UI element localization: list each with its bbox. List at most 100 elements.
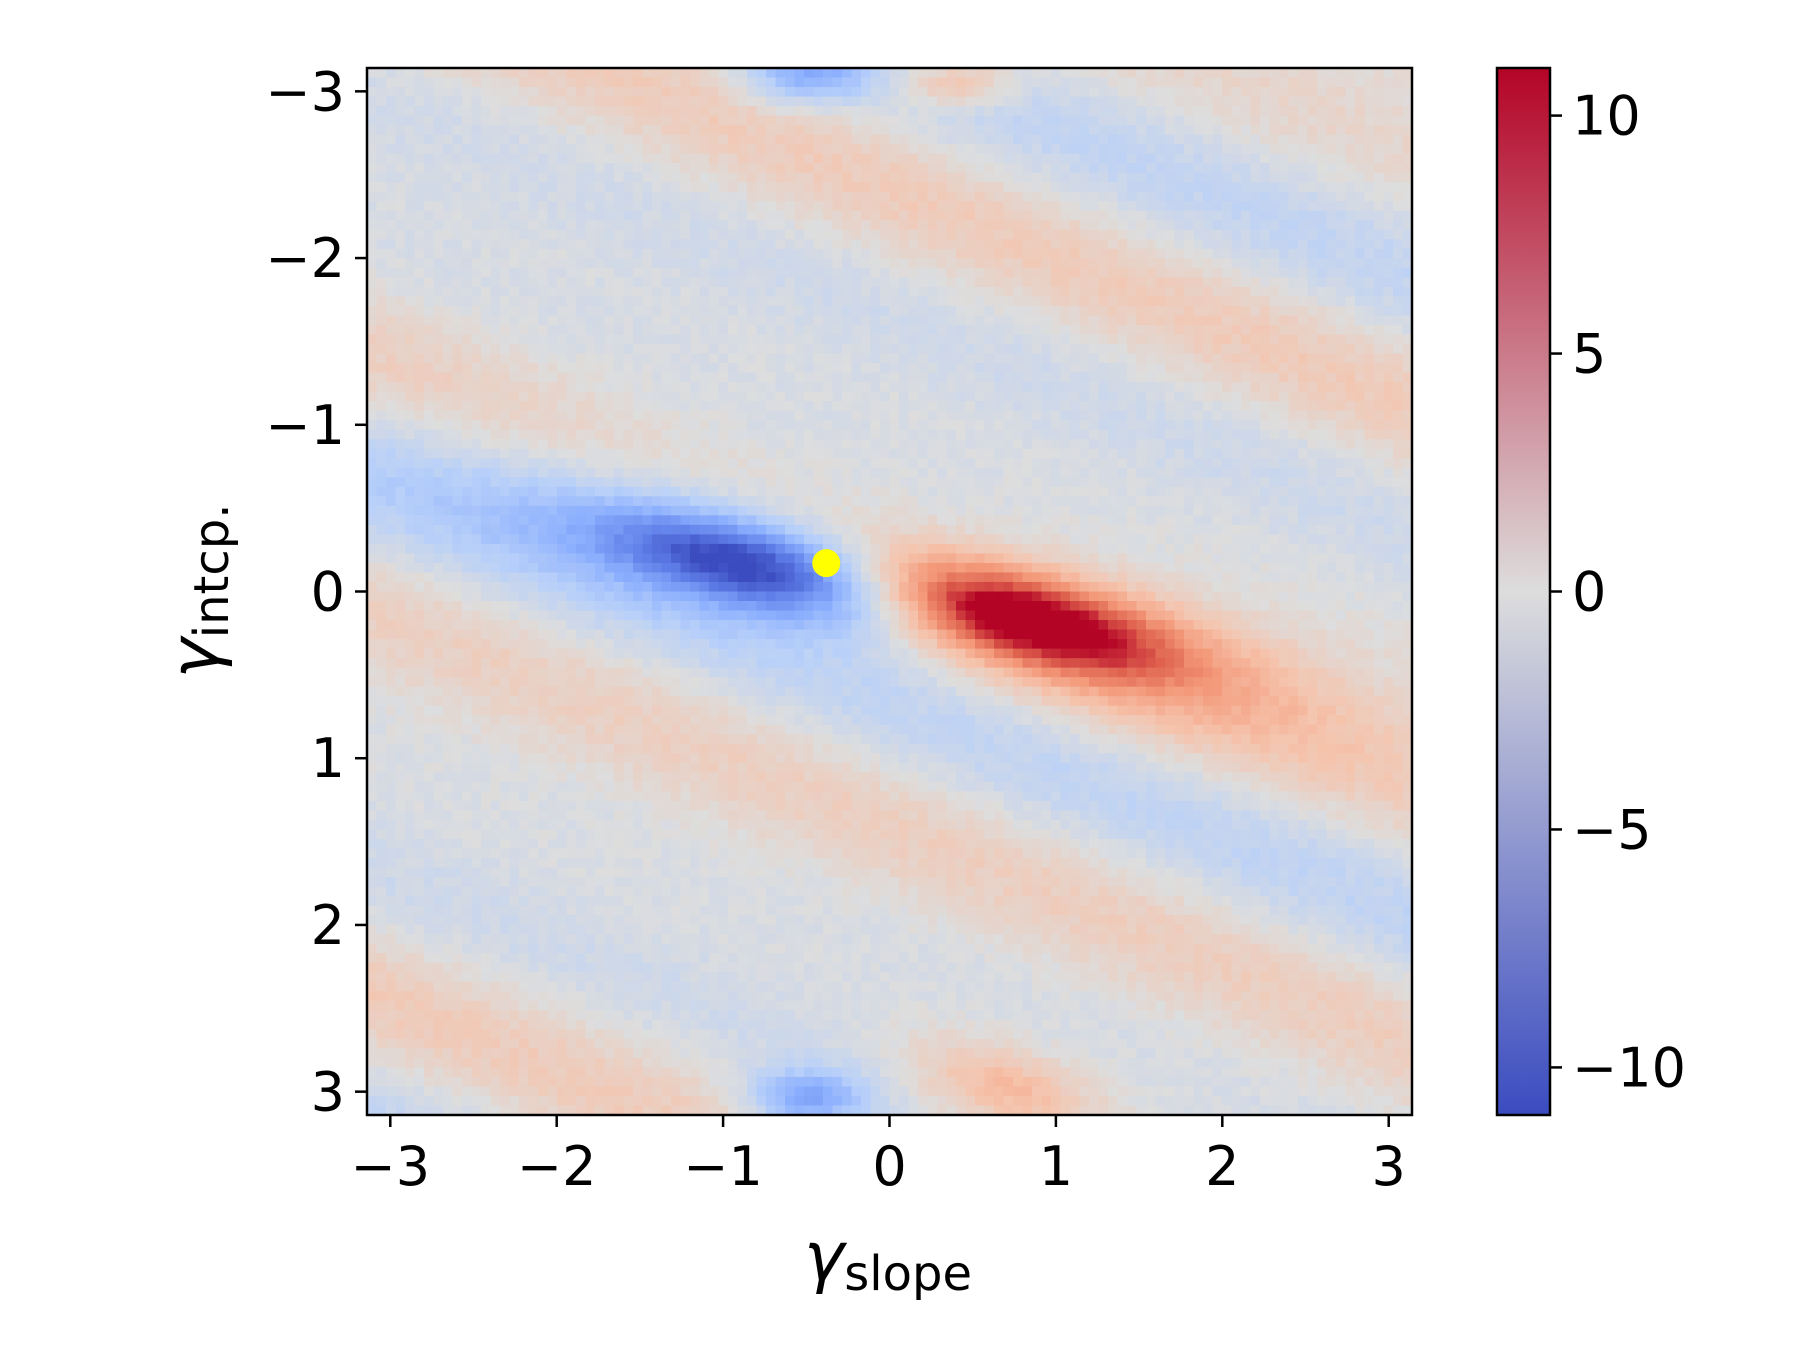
heatmap-cell bbox=[766, 144, 777, 155]
heatmap-cell bbox=[538, 382, 549, 393]
heatmap-cell bbox=[851, 191, 862, 202]
heatmap-cell bbox=[671, 87, 682, 98]
heatmap-cell bbox=[1155, 420, 1166, 431]
heatmap-cell bbox=[1184, 201, 1195, 212]
heatmap-cell bbox=[633, 220, 644, 231]
heatmap-cell bbox=[699, 372, 710, 383]
heatmap-cell bbox=[1212, 277, 1223, 288]
heatmap-cell bbox=[785, 429, 796, 440]
heatmap-cell bbox=[709, 87, 720, 98]
heatmap-cell bbox=[728, 68, 739, 79]
heatmap-cell bbox=[1364, 372, 1375, 383]
heatmap-cell bbox=[899, 315, 910, 326]
heatmap-cell bbox=[367, 106, 378, 117]
heatmap-cell bbox=[1060, 172, 1071, 183]
heatmap-cell bbox=[1364, 248, 1375, 259]
heatmap-cell bbox=[680, 201, 691, 212]
heatmap-cell bbox=[1079, 115, 1090, 126]
heatmap-cell bbox=[994, 334, 1005, 345]
heatmap-cell bbox=[1336, 248, 1347, 259]
heatmap-cell bbox=[509, 163, 520, 174]
heatmap-cell bbox=[405, 258, 416, 269]
heatmap-cell bbox=[813, 429, 824, 440]
heatmap-cell bbox=[1127, 458, 1138, 469]
heatmap-cell bbox=[405, 106, 416, 117]
heatmap-cell bbox=[1222, 210, 1233, 221]
heatmap-cell bbox=[1108, 315, 1119, 326]
heatmap-cell bbox=[1212, 286, 1223, 298]
heatmap-cell bbox=[1003, 96, 1014, 107]
heatmap-cell bbox=[728, 286, 739, 298]
heatmap-cell bbox=[576, 77, 587, 88]
heatmap-cell bbox=[956, 305, 967, 317]
heatmap-cell bbox=[1364, 363, 1375, 374]
heatmap-cell bbox=[519, 363, 530, 374]
heatmap-cell bbox=[709, 496, 720, 507]
heatmap-cell bbox=[1184, 429, 1195, 440]
heatmap-cell bbox=[1136, 163, 1147, 174]
heatmap-cell bbox=[614, 448, 625, 459]
heatmap-cell bbox=[889, 382, 900, 393]
heatmap-cell bbox=[433, 324, 444, 336]
heatmap-cell bbox=[490, 258, 501, 269]
heatmap-cell bbox=[785, 210, 796, 221]
heatmap-cell bbox=[1155, 248, 1166, 259]
heatmap-cell bbox=[823, 144, 834, 155]
heatmap-cell bbox=[1288, 448, 1299, 459]
heatmap-cell bbox=[471, 153, 482, 164]
heatmap-cell bbox=[1089, 182, 1100, 193]
heatmap-cell bbox=[804, 172, 815, 183]
heatmap-cell bbox=[633, 286, 644, 298]
heatmap-cell bbox=[1155, 115, 1166, 126]
heatmap-cell bbox=[528, 410, 539, 421]
heatmap-cell bbox=[1003, 229, 1014, 240]
heatmap-cell bbox=[766, 248, 777, 259]
heatmap-cell bbox=[528, 144, 539, 155]
heatmap-cell bbox=[576, 410, 587, 421]
heatmap-cell bbox=[633, 182, 644, 193]
heatmap-cell bbox=[804, 344, 815, 355]
heatmap-cell bbox=[1193, 448, 1204, 459]
heatmap-cell bbox=[1250, 305, 1261, 317]
heatmap-cell bbox=[927, 391, 938, 402]
heatmap-cell bbox=[1174, 191, 1185, 202]
heatmap-cell bbox=[832, 87, 843, 98]
heatmap-cell bbox=[1108, 439, 1119, 450]
heatmap-cell bbox=[1098, 382, 1109, 393]
heatmap-cell bbox=[880, 429, 891, 440]
heatmap-cell bbox=[490, 106, 501, 117]
heatmap-cell bbox=[500, 458, 511, 469]
heatmap-cell bbox=[785, 153, 796, 164]
heatmap-cell bbox=[737, 420, 748, 431]
heatmap-cell bbox=[823, 96, 834, 107]
heatmap-cell bbox=[1117, 201, 1128, 212]
heatmap-cell bbox=[509, 153, 520, 164]
heatmap-cell bbox=[1174, 353, 1185, 364]
heatmap-cell bbox=[737, 191, 748, 202]
heatmap-cell bbox=[1336, 363, 1347, 374]
heatmap-cell bbox=[956, 334, 967, 345]
heatmap-cell bbox=[462, 334, 473, 345]
heatmap-cell bbox=[823, 410, 834, 421]
heatmap-cell bbox=[1022, 324, 1033, 336]
heatmap-cell bbox=[1269, 477, 1280, 488]
heatmap-cell bbox=[661, 258, 672, 269]
heatmap-cell bbox=[376, 210, 387, 221]
heatmap-cell bbox=[395, 296, 406, 307]
heatmap-cell bbox=[481, 229, 492, 240]
heatmap-cell bbox=[775, 87, 786, 98]
heatmap-cell bbox=[1022, 334, 1033, 345]
heatmap-cell bbox=[595, 477, 606, 488]
heatmap-cell bbox=[595, 439, 606, 450]
heatmap-cell bbox=[1250, 229, 1261, 240]
heatmap-cell bbox=[937, 96, 948, 107]
heatmap-cell bbox=[1222, 420, 1233, 431]
heatmap-cell bbox=[1279, 258, 1290, 269]
heatmap-cell bbox=[680, 363, 691, 374]
heatmap-cell bbox=[680, 267, 691, 278]
heatmap-cell bbox=[1317, 458, 1328, 469]
heatmap-cell bbox=[1098, 201, 1109, 212]
heatmap-cell bbox=[471, 96, 482, 107]
heatmap-cell bbox=[633, 334, 644, 345]
heatmap-cell bbox=[1070, 229, 1081, 240]
